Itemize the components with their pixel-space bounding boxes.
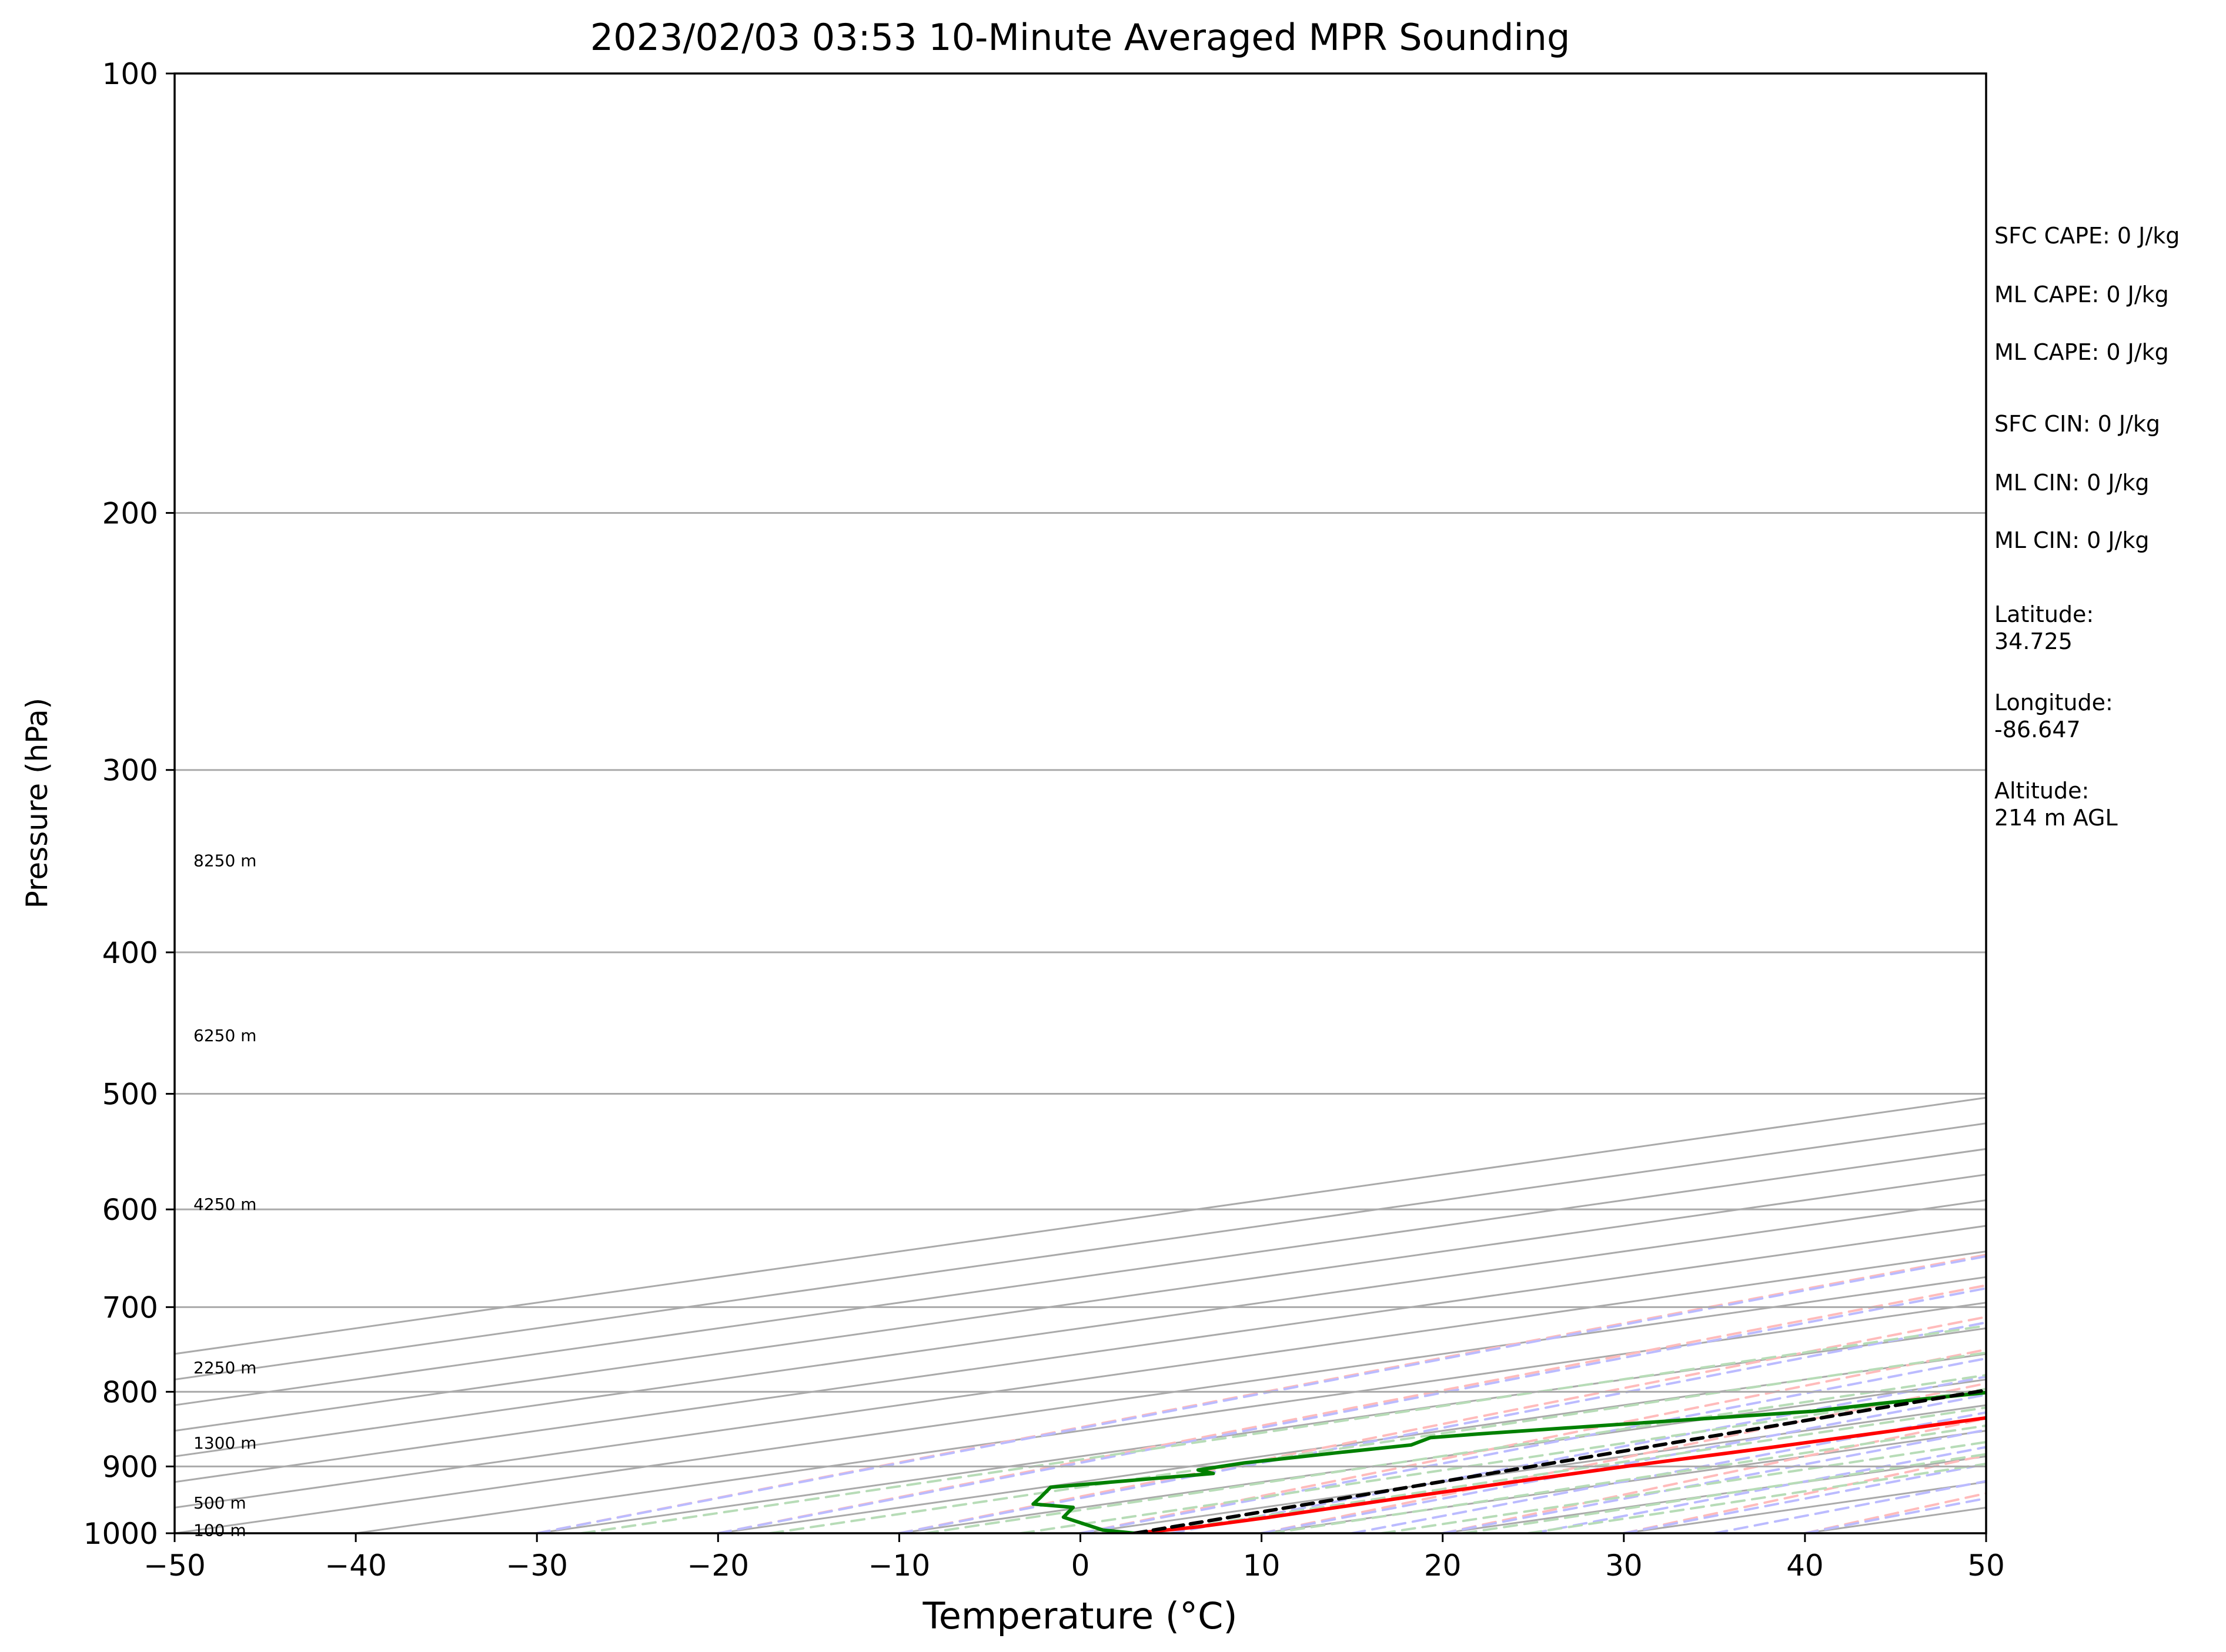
mixing-ratio-line <box>1269 1424 1986 1533</box>
moist-adiabat-line <box>536 1255 1986 1533</box>
x-tick-label: 50 <box>1967 1549 2005 1583</box>
x-axis-ticks: −50 −40 −30 −20 −10 0 10 20 30 40 50 <box>143 1533 2005 1583</box>
y-tick-label: 300 <box>102 754 158 788</box>
height-label: 2250 m <box>193 1358 256 1377</box>
pressure-gridlines <box>175 72 1986 1534</box>
moist-adiabat-line <box>1079 1357 1986 1533</box>
dry-adiabat-line <box>2167 73 2226 1533</box>
y-axis-label: Pressure (hPa) <box>20 698 54 909</box>
x-tick-label: 10 <box>1243 1549 1281 1583</box>
dry-adiabat-line <box>1079 1348 1986 1533</box>
y-tick-label: 1000 <box>83 1517 158 1551</box>
y-tick-label: 100 <box>102 57 158 91</box>
chart-title: 2023/02/03 03:53 10-Minute Averaged MPR … <box>590 16 1570 59</box>
sounding-annotation: ML CIN: 0 J/kg <box>1994 470 2150 496</box>
sounding-annotation: SFC CIN: 0 J/kg <box>1994 411 2161 437</box>
y-tick-label: 500 <box>102 1078 158 1112</box>
mixing-ratio-line <box>1462 1453 1986 1533</box>
isotherm-line <box>175 1199 1986 1457</box>
y-tick-label: 900 <box>102 1450 158 1484</box>
x-tick-label: −20 <box>687 1549 750 1583</box>
mixing-ratio-line <box>1147 1406 1986 1533</box>
y-axis-ticks: 100 200 300 400 500 600 700 800 900 1000 <box>83 57 175 1551</box>
sounding-annotation: Altitude: 214 m AGL <box>1994 778 2118 831</box>
sounding-annotation: ML CAPE: 0 J/kg <box>1994 339 2169 365</box>
x-tick-label: −40 <box>325 1549 387 1583</box>
height-label: 6250 m <box>193 1026 256 1045</box>
parcel-line <box>1132 1388 1986 1533</box>
x-tick-label: 30 <box>1605 1549 1643 1583</box>
x-tick-label: 20 <box>1424 1549 1462 1583</box>
sounding-annotation: ML CIN: 0 J/kg <box>1994 527 2150 553</box>
dry-adiabat-line <box>536 1253 1986 1533</box>
sounding-annotation: Latitude: 34.725 <box>1994 601 2094 654</box>
height-label: 100 m <box>193 1521 246 1540</box>
y-tick-label: 200 <box>102 496 158 530</box>
isotherm-line <box>175 1096 1986 1355</box>
dewpoint-line <box>1031 1390 1986 1533</box>
height-label: 4250 m <box>193 1195 256 1214</box>
y-tick-label: 700 <box>102 1290 158 1325</box>
sounding-annotation: ML CAPE: 0 J/kg <box>1994 282 2169 307</box>
height-label: 1300 m <box>193 1433 256 1453</box>
moist-adiabat-line <box>898 1321 1986 1533</box>
mixing-ratio-line <box>1381 1440 1986 1533</box>
moist-adiabat-line <box>1169 1375 1986 1533</box>
height-label: 8250 m <box>193 851 256 871</box>
x-tick-label: −30 <box>506 1549 568 1583</box>
isotherm-line <box>175 1225 1986 1483</box>
x-tick-label: −10 <box>868 1549 931 1583</box>
x-tick-label: −50 <box>143 1549 206 1583</box>
mixing-ratio-line <box>1020 1387 1986 1533</box>
background-lines <box>175 73 2226 1533</box>
isotherm-line <box>175 1173 1986 1432</box>
x-tick-label: 40 <box>1786 1549 1824 1583</box>
isotherm-line <box>536 1327 1986 1533</box>
x-tick-label: 0 <box>1071 1549 1090 1583</box>
isotherm-line <box>175 1122 1986 1381</box>
moist-adiabat-line <box>717 1287 1986 1533</box>
temperature-line <box>1132 1416 1986 1533</box>
isotherm-line <box>175 1276 1986 1533</box>
height-labels: 8250 m 6250 m 4250 m 2250 m 1300 m 500 m 100 m <box>193 851 256 1540</box>
x-axis-label: Temperature (°C) <box>922 1594 1237 1637</box>
plot-frame <box>173 72 1987 1534</box>
sounding-annotation: SFC CAPE: 0 J/kg <box>1994 223 2180 249</box>
y-tick-label: 400 <box>102 936 158 970</box>
isotherm-line <box>175 1148 1986 1406</box>
y-tick-label: 800 <box>102 1375 158 1409</box>
moist-adiabat-line <box>1260 1393 1986 1533</box>
mixing-ratio-line <box>768 1351 1986 1533</box>
dry-adiabat-line <box>1441 1417 1986 1533</box>
y-tick-label: 600 <box>102 1193 158 1227</box>
profile-lines <box>1031 1388 1986 1533</box>
isotherm-line <box>175 1250 1986 1509</box>
mixing-ratio-line <box>1527 1462 1986 1533</box>
dry-adiabat-line <box>898 1315 1986 1533</box>
height-label: 500 m <box>193 1493 246 1513</box>
sounding-annotation: Longitude: -86.647 <box>1994 690 2113 743</box>
